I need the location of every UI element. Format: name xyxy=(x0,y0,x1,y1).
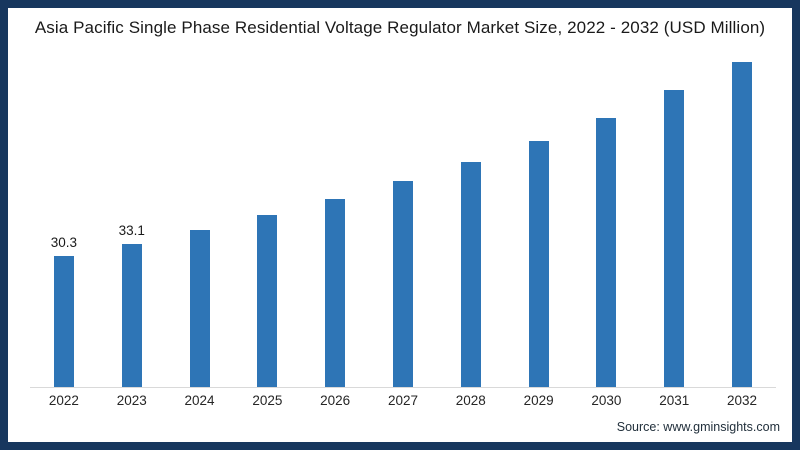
data-label-2022: 30.3 xyxy=(50,234,78,250)
bar-column-2027 xyxy=(369,41,437,387)
chart-title: Asia Pacific Single Phase Residential Vo… xyxy=(34,18,766,37)
bar-2026 xyxy=(325,198,346,387)
bar-2025 xyxy=(257,215,278,387)
bar-2028 xyxy=(460,161,481,387)
bar-column-2026 xyxy=(301,41,369,387)
bar-column-2031 xyxy=(640,41,708,387)
x-tick-2024: 2024 xyxy=(184,393,215,408)
x-tick-2031: 2031 xyxy=(659,393,690,408)
bar-column-2028 xyxy=(437,41,505,387)
x-tick-2027: 2027 xyxy=(387,393,418,408)
x-tick-2029: 2029 xyxy=(523,393,554,408)
data-label-2023: 33.1 xyxy=(118,222,145,238)
plot-wrap: 30.3 33.1 xyxy=(8,41,792,388)
bar-column-2025 xyxy=(233,41,301,387)
bar-column-2024 xyxy=(166,41,234,387)
bar-column-2030 xyxy=(573,41,641,387)
bar-2027 xyxy=(392,181,413,387)
x-tick-2025: 2025 xyxy=(252,393,283,408)
bar-2024 xyxy=(189,230,210,387)
bar-column-2022: 30.3 xyxy=(30,41,98,387)
x-tick-2023: 2023 xyxy=(116,393,147,408)
x-tick-2030: 2030 xyxy=(591,393,622,408)
bar-2030 xyxy=(596,117,617,387)
bar-2023 xyxy=(121,243,142,387)
plot-area: 30.3 33.1 xyxy=(30,41,776,388)
bar-2029 xyxy=(528,140,549,387)
footer: Source: www.gminsights.com xyxy=(8,411,792,442)
bar-2032 xyxy=(732,61,753,387)
x-tick-2028: 2028 xyxy=(455,393,486,408)
x-tick-2032: 2032 xyxy=(727,393,758,408)
x-axis-labels: 2022 2023 2024 2025 2026 2027 2028 2029 2030 2031… xyxy=(8,393,792,411)
x-tick-2026: 2026 xyxy=(320,393,351,408)
bar-column-2023: 33.1 xyxy=(98,41,166,387)
x-tick-2022: 2022 xyxy=(48,393,79,408)
source-text: Source: www.gminsights.com xyxy=(616,419,780,434)
bar-2031 xyxy=(664,89,685,387)
bar-column-2029 xyxy=(505,41,573,387)
bar-column-2032 xyxy=(708,41,776,387)
bar-2022 xyxy=(53,255,74,387)
